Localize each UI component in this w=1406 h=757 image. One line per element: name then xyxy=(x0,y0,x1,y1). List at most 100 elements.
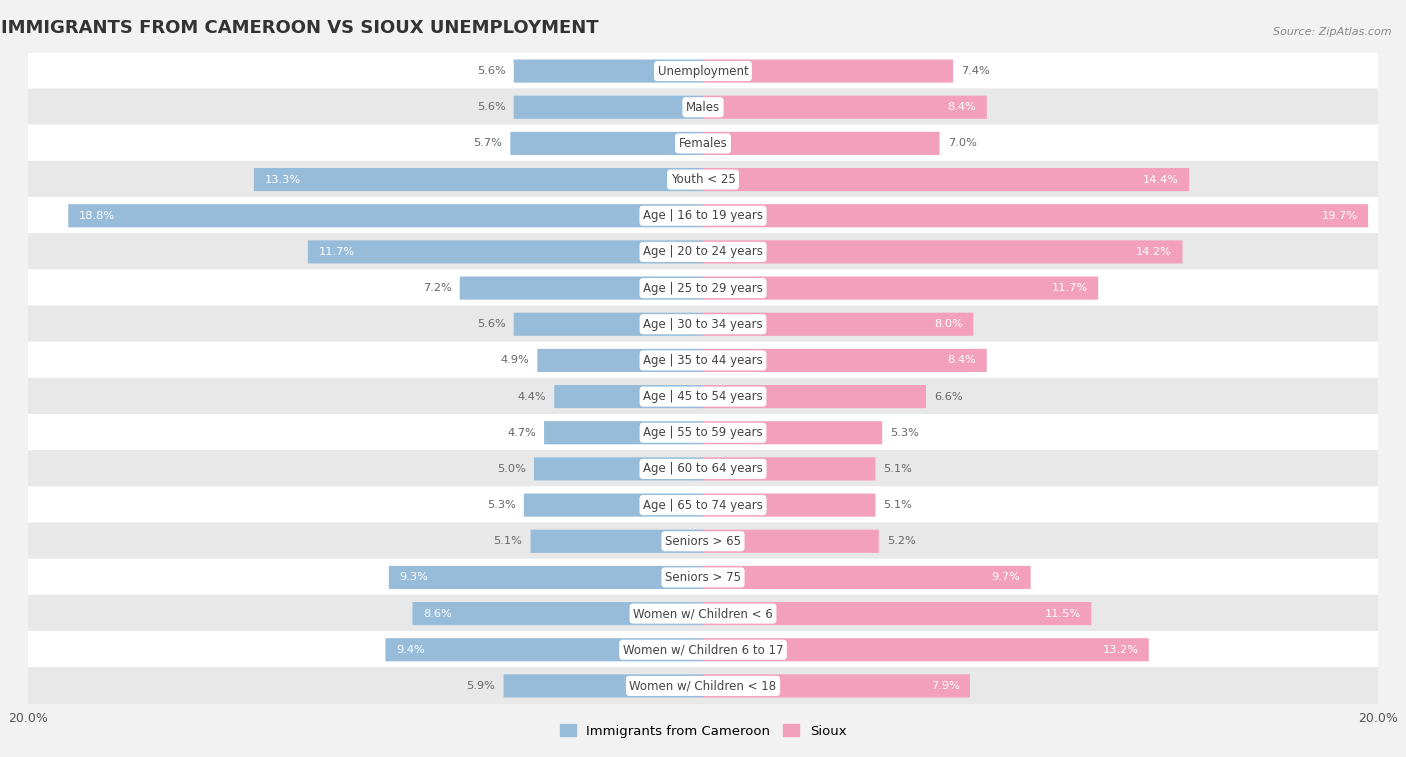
FancyBboxPatch shape xyxy=(703,60,953,83)
Text: 7.0%: 7.0% xyxy=(948,139,977,148)
FancyBboxPatch shape xyxy=(513,60,703,83)
Text: Youth < 25: Youth < 25 xyxy=(671,173,735,186)
FancyBboxPatch shape xyxy=(28,595,1378,632)
FancyBboxPatch shape xyxy=(703,457,876,481)
Text: 7.4%: 7.4% xyxy=(962,66,990,76)
FancyBboxPatch shape xyxy=(703,95,987,119)
FancyBboxPatch shape xyxy=(703,494,876,517)
FancyBboxPatch shape xyxy=(28,631,1378,668)
Text: 19.7%: 19.7% xyxy=(1322,210,1358,221)
Text: 5.9%: 5.9% xyxy=(467,681,495,691)
Text: 8.0%: 8.0% xyxy=(934,319,963,329)
Text: IMMIGRANTS FROM CAMEROON VS SIOUX UNEMPLOYMENT: IMMIGRANTS FROM CAMEROON VS SIOUX UNEMPL… xyxy=(1,19,599,37)
FancyBboxPatch shape xyxy=(28,125,1378,162)
FancyBboxPatch shape xyxy=(28,414,1378,452)
Text: Age | 16 to 19 years: Age | 16 to 19 years xyxy=(643,209,763,223)
Text: 7.2%: 7.2% xyxy=(423,283,451,293)
FancyBboxPatch shape xyxy=(703,530,879,553)
Text: Age | 55 to 59 years: Age | 55 to 59 years xyxy=(643,426,763,439)
Text: Seniors > 75: Seniors > 75 xyxy=(665,571,741,584)
Text: 8.6%: 8.6% xyxy=(423,609,451,618)
Text: Age | 20 to 24 years: Age | 20 to 24 years xyxy=(643,245,763,258)
FancyBboxPatch shape xyxy=(308,240,703,263)
FancyBboxPatch shape xyxy=(534,457,703,481)
Legend: Immigrants from Cameroon, Sioux: Immigrants from Cameroon, Sioux xyxy=(554,719,852,743)
FancyBboxPatch shape xyxy=(703,385,927,408)
Text: 13.3%: 13.3% xyxy=(264,175,301,185)
Text: 11.7%: 11.7% xyxy=(318,247,354,257)
Text: 5.3%: 5.3% xyxy=(890,428,920,438)
FancyBboxPatch shape xyxy=(524,494,703,517)
FancyBboxPatch shape xyxy=(28,667,1378,705)
Text: Age | 35 to 44 years: Age | 35 to 44 years xyxy=(643,354,763,367)
Text: 4.9%: 4.9% xyxy=(501,356,529,366)
FancyBboxPatch shape xyxy=(28,305,1378,343)
Text: 5.1%: 5.1% xyxy=(883,500,912,510)
FancyBboxPatch shape xyxy=(703,674,970,697)
FancyBboxPatch shape xyxy=(254,168,703,192)
Text: 13.2%: 13.2% xyxy=(1102,645,1139,655)
Text: 7.9%: 7.9% xyxy=(931,681,959,691)
Text: Women w/ Children 6 to 17: Women w/ Children 6 to 17 xyxy=(623,643,783,656)
FancyBboxPatch shape xyxy=(28,269,1378,307)
FancyBboxPatch shape xyxy=(412,602,703,625)
FancyBboxPatch shape xyxy=(28,160,1378,198)
Text: Unemployment: Unemployment xyxy=(658,64,748,77)
FancyBboxPatch shape xyxy=(703,565,1031,589)
Text: Age | 60 to 64 years: Age | 60 to 64 years xyxy=(643,463,763,475)
Text: 11.5%: 11.5% xyxy=(1045,609,1081,618)
Text: 9.7%: 9.7% xyxy=(991,572,1021,582)
Text: Age | 65 to 74 years: Age | 65 to 74 years xyxy=(643,499,763,512)
FancyBboxPatch shape xyxy=(69,204,703,227)
FancyBboxPatch shape xyxy=(28,341,1378,379)
Text: 8.4%: 8.4% xyxy=(948,102,976,112)
Text: Females: Females xyxy=(679,137,727,150)
Text: 4.7%: 4.7% xyxy=(508,428,536,438)
FancyBboxPatch shape xyxy=(703,204,1368,227)
FancyBboxPatch shape xyxy=(513,313,703,336)
FancyBboxPatch shape xyxy=(28,233,1378,271)
Text: 5.2%: 5.2% xyxy=(887,536,915,547)
Text: 6.6%: 6.6% xyxy=(934,391,963,401)
FancyBboxPatch shape xyxy=(28,378,1378,416)
FancyBboxPatch shape xyxy=(503,674,703,697)
Text: 5.1%: 5.1% xyxy=(494,536,523,547)
Text: Seniors > 65: Seniors > 65 xyxy=(665,534,741,548)
FancyBboxPatch shape xyxy=(510,132,703,155)
Text: 5.3%: 5.3% xyxy=(486,500,516,510)
Text: Women w/ Children < 18: Women w/ Children < 18 xyxy=(630,680,776,693)
FancyBboxPatch shape xyxy=(703,421,882,444)
Text: 8.4%: 8.4% xyxy=(948,356,976,366)
Text: 5.6%: 5.6% xyxy=(477,66,506,76)
Text: 11.7%: 11.7% xyxy=(1052,283,1088,293)
FancyBboxPatch shape xyxy=(703,168,1189,192)
Text: Age | 25 to 29 years: Age | 25 to 29 years xyxy=(643,282,763,294)
FancyBboxPatch shape xyxy=(703,349,987,372)
Text: 18.8%: 18.8% xyxy=(79,210,115,221)
Text: Source: ZipAtlas.com: Source: ZipAtlas.com xyxy=(1272,26,1392,37)
FancyBboxPatch shape xyxy=(554,385,703,408)
Text: 14.4%: 14.4% xyxy=(1143,175,1178,185)
FancyBboxPatch shape xyxy=(28,450,1378,488)
Text: 9.4%: 9.4% xyxy=(396,645,425,655)
FancyBboxPatch shape xyxy=(703,276,1098,300)
FancyBboxPatch shape xyxy=(513,95,703,119)
Text: 9.3%: 9.3% xyxy=(399,572,429,582)
FancyBboxPatch shape xyxy=(703,313,973,336)
FancyBboxPatch shape xyxy=(703,602,1091,625)
Text: 14.2%: 14.2% xyxy=(1136,247,1173,257)
FancyBboxPatch shape xyxy=(544,421,703,444)
FancyBboxPatch shape xyxy=(703,638,1149,662)
FancyBboxPatch shape xyxy=(389,565,703,589)
FancyBboxPatch shape xyxy=(28,89,1378,126)
FancyBboxPatch shape xyxy=(28,52,1378,90)
Text: Age | 45 to 54 years: Age | 45 to 54 years xyxy=(643,390,763,403)
FancyBboxPatch shape xyxy=(28,522,1378,560)
FancyBboxPatch shape xyxy=(703,240,1182,263)
FancyBboxPatch shape xyxy=(530,530,703,553)
Text: Women w/ Children < 6: Women w/ Children < 6 xyxy=(633,607,773,620)
FancyBboxPatch shape xyxy=(28,197,1378,235)
FancyBboxPatch shape xyxy=(28,486,1378,524)
Text: 5.6%: 5.6% xyxy=(477,102,506,112)
Text: Males: Males xyxy=(686,101,720,114)
